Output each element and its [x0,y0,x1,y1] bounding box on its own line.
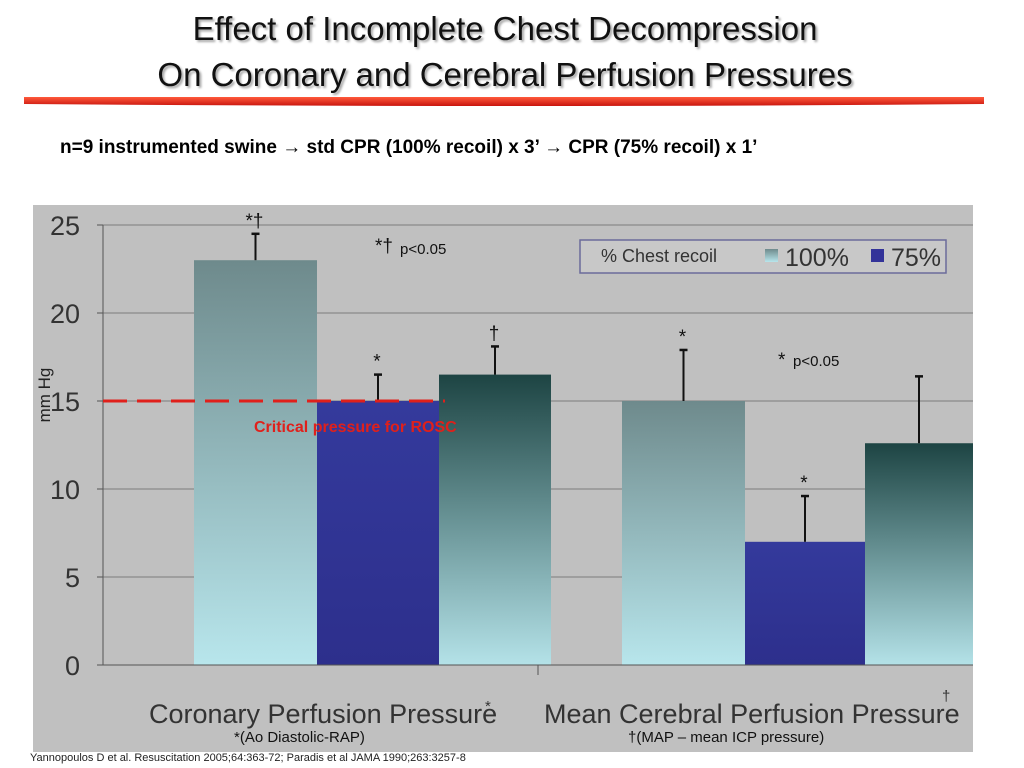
y-tick-label: 15 [50,387,80,417]
bar-100pct-group0 [194,260,317,665]
title-underline-bar [24,97,984,106]
x-category-superscript: * [485,698,491,715]
bar-100pct-group1 [865,443,973,665]
category-footnote: *(Ao Diastolic-RAP) [234,729,365,746]
bar-100pct-group0 [439,374,551,665]
annotation-symbol: * [778,350,786,371]
slide-title-line1: Effect of Incomplete Chest Decompression [192,10,818,47]
legend-label-75pct: 75% [891,244,941,272]
x-category-superscript: † [942,688,950,705]
slide-title-line2: On Coronary and Cerebral Perfusion Press… [157,56,853,93]
chart-area: *† * † * * 0 5 10 15 20 25 mm Hg Critical pressure… [33,205,973,752]
annotation-pvalue: p<0.05 [793,353,839,370]
y-tick-label: 25 [50,211,80,241]
annotation-symbol: *† [375,236,393,257]
legend-swatch-100pct [765,249,778,262]
bar-100pct-group1 [622,401,745,665]
study-design-text: n=9 instrumented swine → std CPR (100% r… [60,137,758,158]
y-tick-label: 5 [65,563,80,593]
critical-pressure-label: Critical pressure for ROSC [254,419,457,436]
y-tick-label: 20 [50,299,80,329]
citation: Yannopoulos D et al. Resuscitation 2005;… [30,752,466,764]
significance-mark: *† [246,211,264,232]
y-tick-label: 10 [50,475,80,505]
annotation-pvalue: p<0.05 [400,241,446,258]
x-category-label: Mean Cerebral Perfusion Pressure [544,699,960,729]
bar-75pct-group1 [745,541,865,665]
legend-title: % Chest recoil [601,246,717,266]
y-tick-label: 0 [65,651,80,681]
legend-swatch-75pct [871,249,884,262]
x-category-label: Coronary Perfusion Pressure [149,699,497,729]
significance-mark: * [679,327,687,348]
significance-mark: * [373,352,381,373]
bar-75pct-group0 [317,401,439,665]
y-axis-label: mm Hg [35,368,54,423]
legend-label-100pct: 100% [785,244,849,272]
significance-mark: * [800,473,808,494]
legend-box [579,239,947,274]
category-footnote: †(MAP – mean ICP pressure) [628,729,824,746]
significance-mark: † [489,323,500,344]
